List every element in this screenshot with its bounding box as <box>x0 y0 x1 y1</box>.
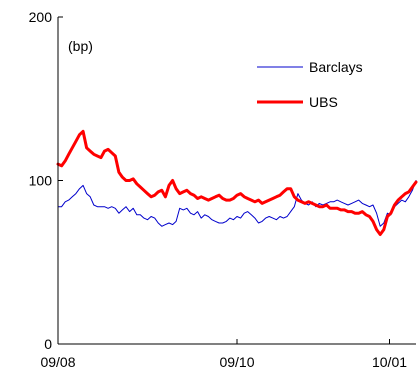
series-lines <box>56 129 418 236</box>
y-tick-label: 100 <box>29 173 53 189</box>
legend-entry-barclays: Barclays <box>257 59 363 75</box>
y-tick-label: 200 <box>29 9 53 25</box>
series-line-ubs <box>56 129 418 236</box>
legend-label: Barclays <box>309 59 363 75</box>
chart-legend: Barclays UBS <box>257 59 363 110</box>
y-tick-label: 0 <box>44 336 52 352</box>
y-axis-unit-label: (bp) <box>68 38 93 54</box>
x-tick-label: 09/08 <box>40 354 75 370</box>
x-tick-label: 09/10 <box>219 354 254 370</box>
x-tick-label: 10/01 <box>372 354 407 370</box>
series-line-barclays <box>57 180 417 227</box>
legend-label: UBS <box>309 94 338 110</box>
legend-entry-ubs: UBS <box>257 94 338 110</box>
y-axis-ticks: 0 100 200 <box>29 9 63 352</box>
x-axis-ticks: 09/08 09/10 10/01 <box>40 339 407 370</box>
